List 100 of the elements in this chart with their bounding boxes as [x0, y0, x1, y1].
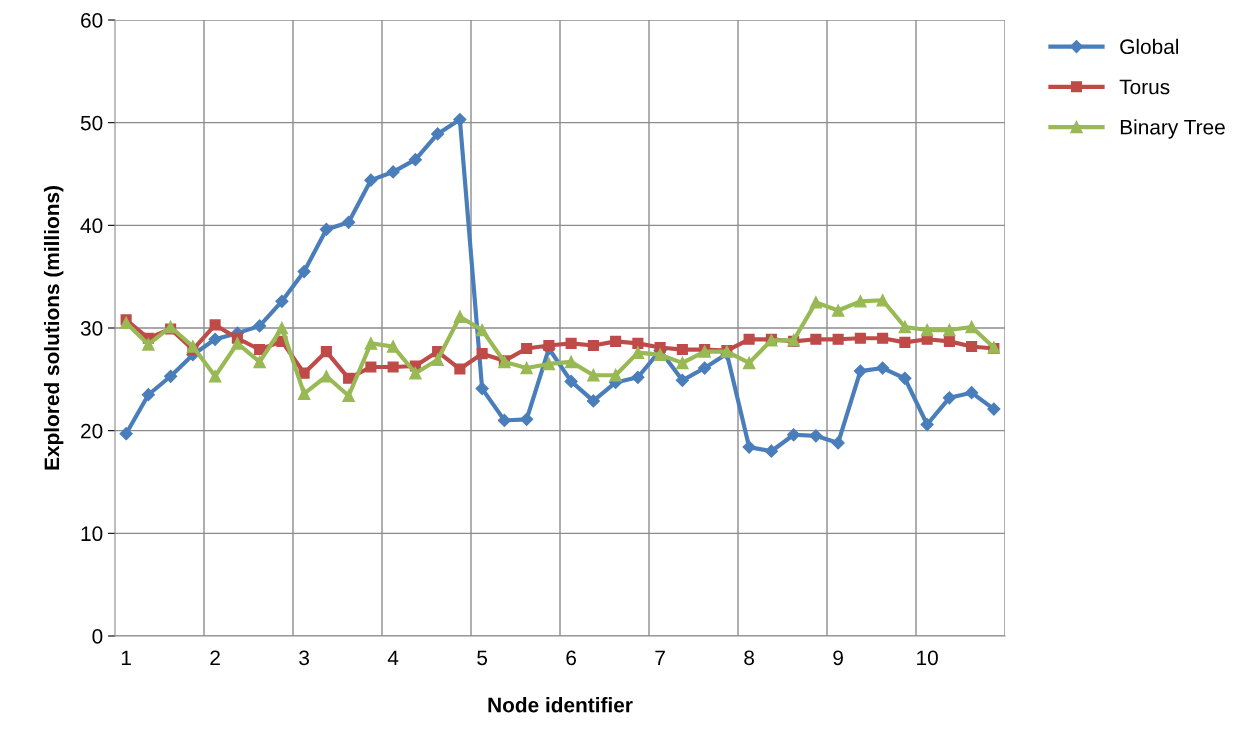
- point: [454, 363, 466, 375]
- point: [275, 294, 289, 308]
- point: [364, 337, 378, 350]
- point: [342, 389, 355, 403]
- point: [810, 333, 822, 345]
- point: [987, 402, 1001, 416]
- x-tick-label: 6: [566, 650, 576, 666]
- point: [877, 332, 889, 344]
- legend-label: Global: [1120, 38, 1179, 55]
- legend-label: Torus: [1119, 79, 1170, 95]
- point: [209, 319, 221, 331]
- point: [675, 373, 689, 387]
- point: [297, 264, 311, 279]
- point: [631, 370, 645, 384]
- point: [831, 436, 845, 450]
- point: [520, 412, 534, 426]
- point: [320, 346, 332, 358]
- point: [253, 355, 266, 369]
- point: [476, 348, 488, 360]
- y-tick-label: 40: [80, 218, 103, 234]
- point: [742, 356, 756, 370]
- point: [386, 340, 400, 353]
- y-tick-label: 10: [81, 526, 103, 542]
- point: [364, 173, 378, 187]
- point: [943, 335, 955, 347]
- point: [208, 332, 222, 346]
- x-tick-label: 4: [387, 650, 399, 665]
- legend-label: Binary Tree: [1120, 119, 1225, 139]
- x-tick-label: 5: [477, 650, 488, 666]
- y-tick-label: 60: [81, 13, 103, 28]
- y-tick-label: 30: [80, 321, 103, 336]
- point: [431, 127, 445, 141]
- y-tick-label: 20: [81, 423, 103, 439]
- point: [899, 336, 911, 348]
- point: [831, 304, 845, 317]
- point: [564, 374, 578, 388]
- point: [631, 346, 645, 359]
- x-tick-label: 9: [833, 650, 843, 666]
- point: [319, 222, 333, 237]
- point: [787, 428, 801, 442]
- point: [854, 332, 866, 344]
- point: [475, 323, 489, 337]
- point: [141, 388, 155, 402]
- point: [164, 369, 178, 383]
- point: [676, 344, 688, 356]
- point: [586, 394, 600, 408]
- x-tick-label: 1: [121, 650, 131, 665]
- point: [966, 340, 978, 353]
- point: [520, 361, 533, 375]
- point: [254, 344, 266, 356]
- point: [119, 427, 133, 441]
- point: [275, 321, 289, 335]
- point: [475, 381, 489, 396]
- x-axis-title: Node identifier: [488, 697, 633, 713]
- point: [497, 413, 511, 427]
- point: [853, 364, 867, 378]
- point: [676, 356, 689, 370]
- point: [365, 361, 377, 373]
- y-tick-label: 0: [92, 629, 103, 644]
- y-tick-label: 50: [80, 115, 103, 131]
- point: [587, 339, 599, 352]
- point: [698, 361, 712, 375]
- point: [297, 387, 311, 400]
- point: [186, 340, 200, 353]
- point: [809, 429, 823, 443]
- point: [431, 353, 444, 367]
- point: [342, 215, 356, 229]
- point: [343, 372, 355, 384]
- y-axis-title: Explored solutions (millions): [43, 186, 64, 470]
- x-tick-label: 7: [655, 650, 665, 665]
- point: [764, 444, 778, 458]
- point: [408, 153, 422, 167]
- point: [542, 357, 556, 371]
- x-tick-label: 10: [917, 650, 938, 666]
- x-tick-label: 2: [210, 650, 220, 665]
- point: [587, 368, 600, 382]
- point: [609, 368, 622, 382]
- point: [119, 316, 133, 330]
- point: [943, 323, 956, 337]
- point: [898, 320, 912, 334]
- point: [653, 348, 667, 361]
- x-tick-label: 3: [299, 650, 309, 666]
- point: [298, 367, 310, 379]
- point: [965, 320, 978, 334]
- point: [920, 323, 934, 337]
- point: [564, 355, 578, 369]
- point: [387, 361, 399, 373]
- point: [876, 294, 889, 307]
- point: [253, 319, 267, 333]
- point: [809, 296, 823, 309]
- point: [386, 165, 400, 179]
- point: [453, 310, 467, 323]
- point: [832, 333, 844, 345]
- point: [208, 370, 222, 383]
- point: [920, 417, 934, 432]
- point: [743, 333, 755, 345]
- point: [742, 440, 756, 454]
- point: [453, 112, 467, 127]
- point: [965, 386, 979, 400]
- point: [543, 339, 555, 352]
